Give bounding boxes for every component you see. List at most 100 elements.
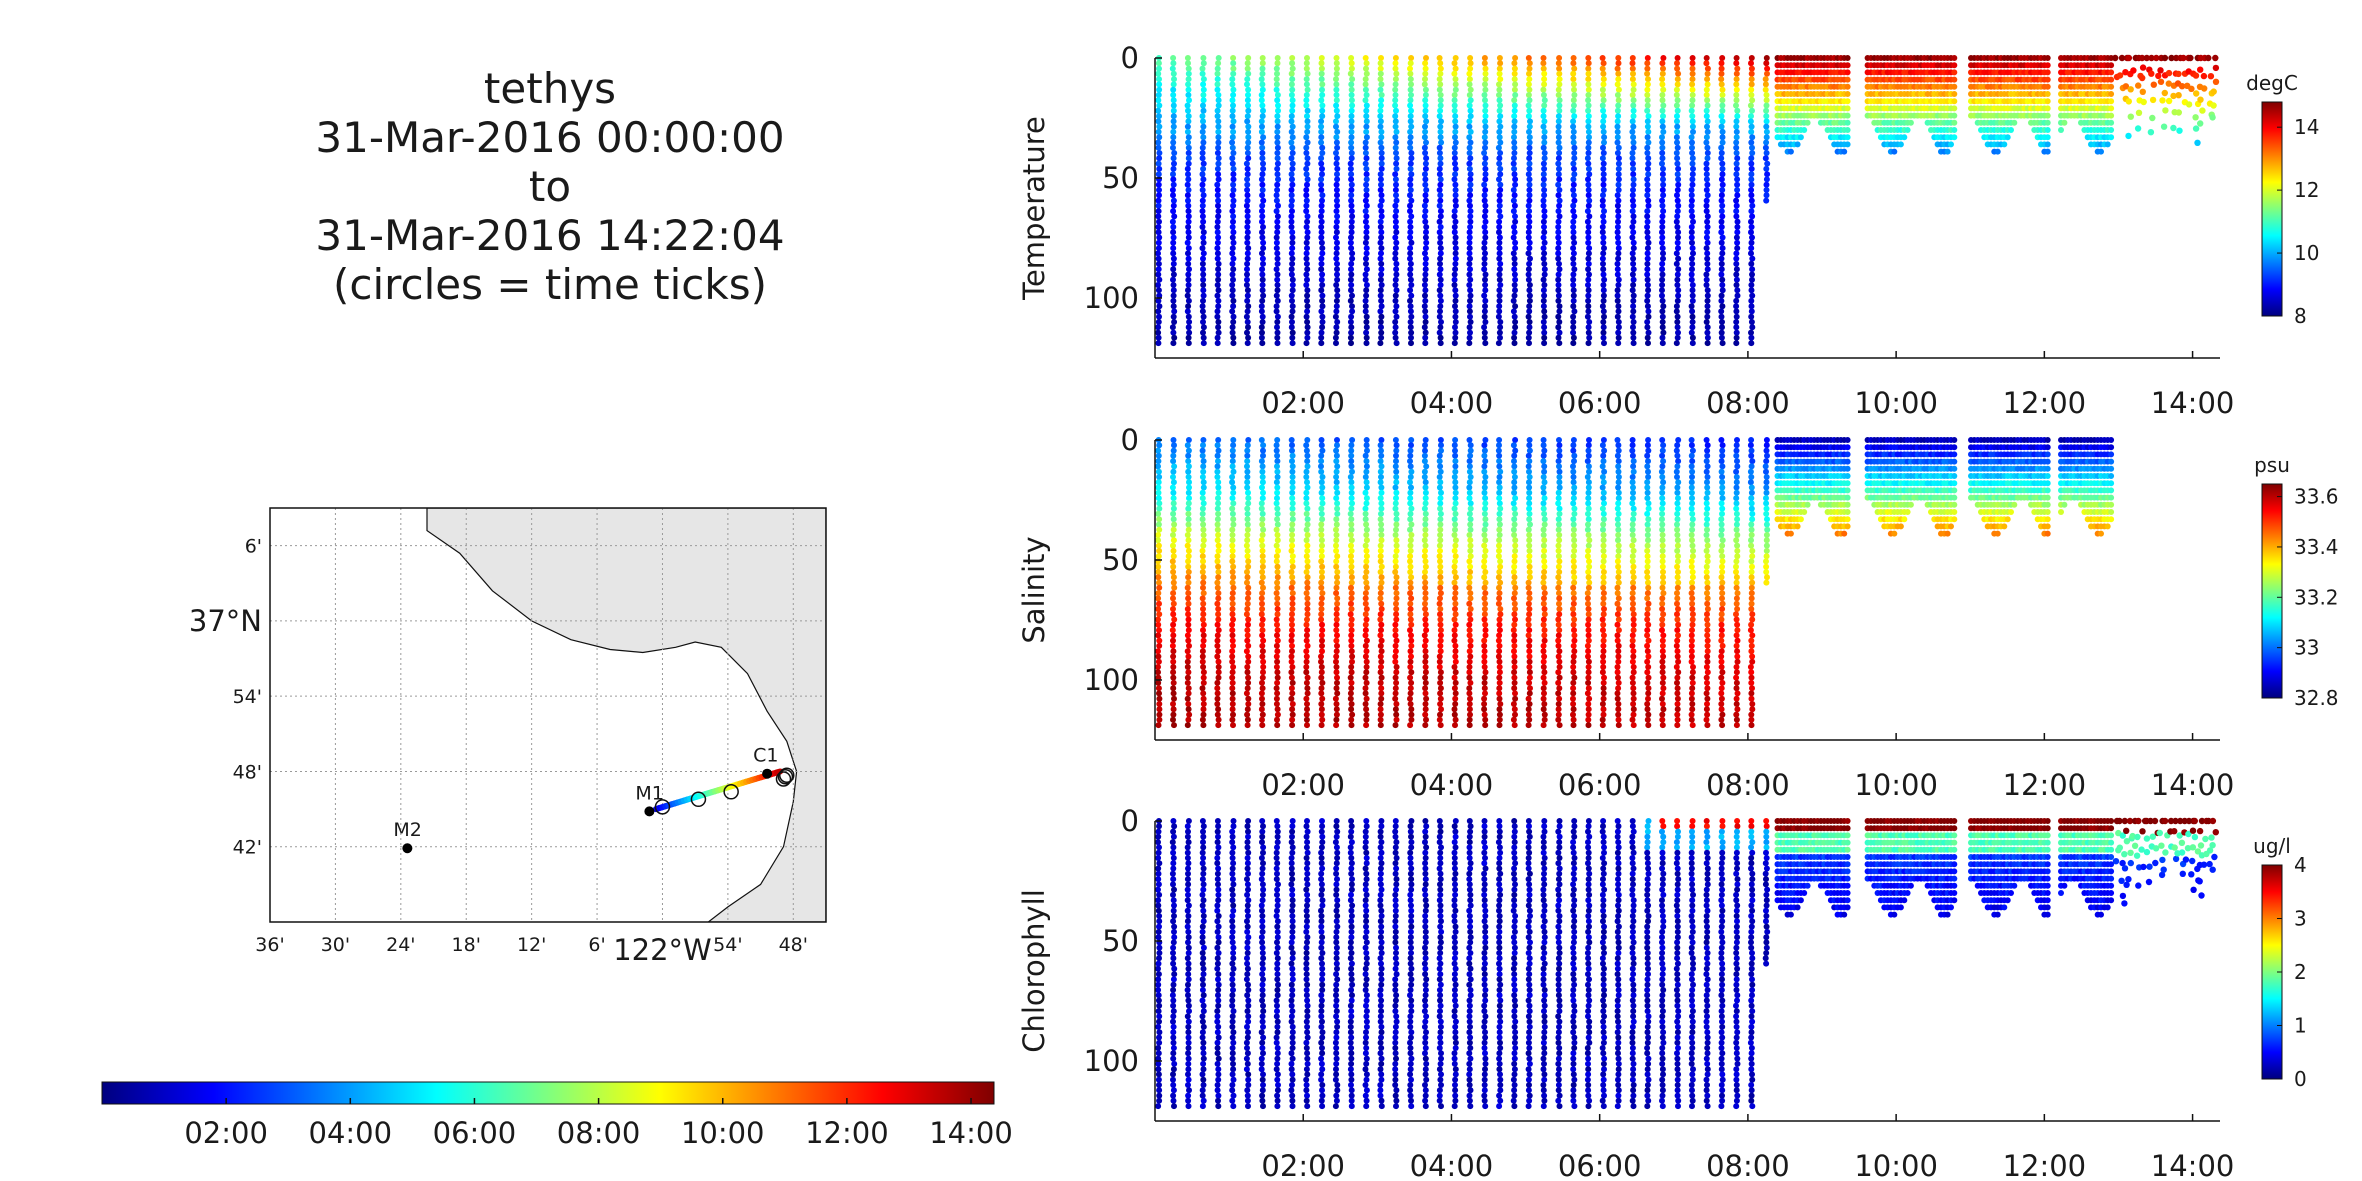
data-point — [1289, 176, 1295, 183]
data-point — [1229, 139, 1236, 146]
data-point — [1378, 181, 1384, 188]
data-point — [1244, 308, 1251, 315]
data-point — [1200, 616, 1206, 623]
data-point — [1170, 553, 1177, 560]
data-point — [1170, 97, 1177, 104]
data-point — [1540, 123, 1547, 130]
data-point — [1303, 271, 1310, 278]
data-point — [1467, 553, 1474, 560]
data-point — [1319, 484, 1326, 491]
data-point — [1378, 484, 1385, 491]
data-point — [1303, 92, 1310, 98]
data-point — [1452, 558, 1458, 565]
data-point — [1437, 208, 1444, 215]
data-point — [1245, 642, 1252, 649]
data-point — [1333, 76, 1339, 83]
data-point — [1214, 632, 1221, 639]
data-point — [1273, 192, 1280, 199]
data-point — [1199, 150, 1206, 156]
data-point — [1303, 711, 1310, 718]
data-point — [1170, 70, 1177, 77]
data-point — [1436, 144, 1443, 151]
data-point — [1615, 340, 1622, 347]
data-point — [1749, 276, 1755, 283]
data-point — [1348, 584, 1354, 591]
data-point — [1512, 81, 1519, 88]
data-point — [1333, 208, 1340, 215]
data-point — [2210, 102, 2217, 109]
data-point — [1215, 92, 1222, 98]
data-point — [1185, 150, 1192, 156]
data-point — [1689, 334, 1696, 341]
data-point — [1526, 542, 1533, 549]
data-point — [1333, 685, 1340, 692]
data-point — [1584, 313, 1591, 320]
data-point — [1525, 171, 1532, 178]
data-point — [1407, 287, 1414, 294]
data-point — [2108, 134, 2115, 141]
data-point — [1675, 266, 1682, 273]
data-point — [1319, 621, 1325, 628]
data-point — [1214, 516, 1221, 523]
data-point — [2044, 76, 2051, 83]
data-point — [1185, 595, 1192, 602]
data-point — [1482, 187, 1489, 193]
data-point — [1362, 474, 1369, 480]
data-point — [1704, 97, 1711, 104]
data-point — [1274, 260, 1281, 267]
data-point — [1659, 282, 1666, 288]
data-point — [1408, 81, 1414, 88]
data-point — [1333, 653, 1340, 660]
data-point — [1229, 245, 1236, 252]
data-point — [1229, 160, 1236, 167]
data-point — [1362, 632, 1369, 639]
data-point — [2197, 96, 2204, 103]
data-point — [1555, 324, 1562, 331]
data-point — [1260, 245, 1267, 252]
data-point — [1348, 569, 1355, 575]
data-point — [1274, 648, 1281, 655]
data-point — [1244, 553, 1251, 560]
data-point — [1393, 160, 1400, 167]
data-point — [1733, 340, 1740, 347]
data-point — [1748, 197, 1755, 204]
data-point — [1155, 495, 1162, 502]
data-point — [1585, 250, 1592, 257]
data-point — [1185, 176, 1192, 183]
data-point — [1304, 319, 1311, 325]
data-point — [1215, 202, 1221, 209]
data-point — [1170, 181, 1177, 188]
data-point — [1407, 181, 1414, 188]
data-point — [1570, 60, 1577, 67]
data-point — [2212, 54, 2219, 62]
data-point — [1600, 192, 1606, 199]
data-point — [1229, 637, 1236, 644]
data-point — [1363, 192, 1370, 199]
data-point — [1333, 447, 1340, 454]
data-point — [1289, 329, 1296, 336]
data-point — [1258, 500, 1265, 507]
data-point — [2140, 98, 2147, 106]
data-point — [1704, 181, 1711, 188]
data-point — [1244, 447, 1251, 454]
data-point — [1155, 648, 1161, 655]
data-point — [1719, 92, 1726, 98]
data-point — [1229, 658, 1236, 665]
data-point — [2157, 78, 2165, 86]
data-point — [2044, 98, 2051, 105]
data-point — [1748, 155, 1755, 162]
data-point — [1555, 113, 1562, 120]
data-point — [1763, 165, 1770, 172]
data-point — [1844, 112, 1851, 119]
data-point — [1659, 197, 1666, 204]
data-point — [1215, 160, 1222, 167]
data-point — [1526, 292, 1533, 299]
data-point — [1362, 590, 1369, 597]
data-point — [1407, 218, 1414, 225]
data-point — [2178, 83, 2186, 90]
data-point — [1422, 150, 1429, 156]
data-point — [1586, 271, 1592, 278]
data-point — [1155, 674, 1162, 681]
data-point — [1496, 674, 1503, 681]
